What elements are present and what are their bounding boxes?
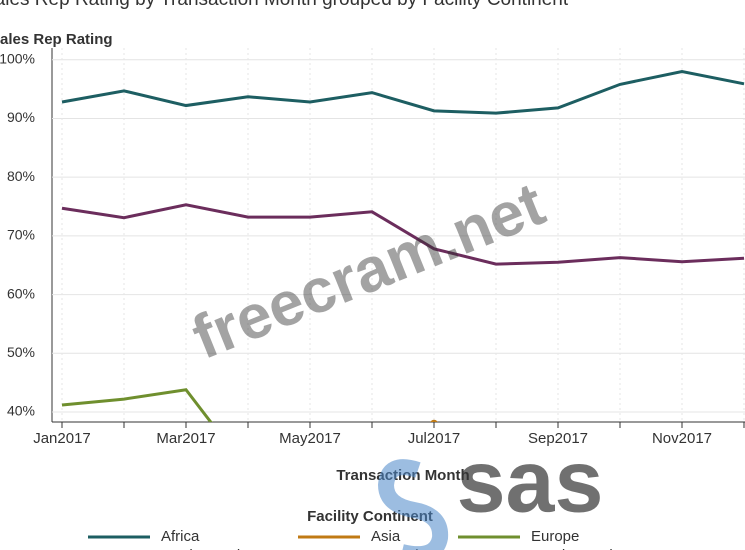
x-tick-label: Sep2017: [528, 430, 588, 447]
y-tick-label: 90%: [7, 109, 35, 125]
y-tick-label: 60%: [7, 285, 35, 301]
logo-mark: [377, 459, 449, 550]
watermark-layer: freecram.net sas: [183, 169, 603, 550]
legend-label: Europe: [531, 528, 579, 545]
legend-label: South America: [531, 547, 629, 550]
line: [61, 388, 213, 422]
x-tick-label: May2017: [279, 430, 341, 447]
chart-title: Sales Rep Rating by Transaction Month gr…: [0, 0, 569, 10]
line: [61, 203, 745, 266]
point: [430, 419, 438, 422]
x-axis-label: Transaction Month: [336, 467, 469, 484]
line: [61, 69, 745, 115]
legend-label: Asia: [371, 528, 401, 545]
y-tick-label: 80%: [7, 168, 35, 184]
logo: sas: [457, 431, 604, 530]
y-tick-label: 40%: [7, 403, 35, 419]
y-tick-label: 70%: [7, 227, 35, 243]
x-tick-label: Jan2017: [33, 430, 91, 447]
watermark: freecram.net: [183, 169, 554, 372]
y-tick-label: 50%: [7, 344, 35, 360]
y-axis-label: Sales Rep Rating: [0, 31, 113, 48]
plot-area: [61, 69, 745, 422]
legend-label: Oceania: [371, 547, 428, 550]
x-tick-label: Jul2017: [408, 430, 461, 447]
y-tick-label: 100%: [0, 50, 35, 66]
x-tick-label: Nov2017: [652, 430, 712, 447]
legend-label: Africa: [161, 528, 200, 545]
x-tick-label: Mar2017: [156, 430, 215, 447]
legend-label: North America: [161, 547, 257, 550]
